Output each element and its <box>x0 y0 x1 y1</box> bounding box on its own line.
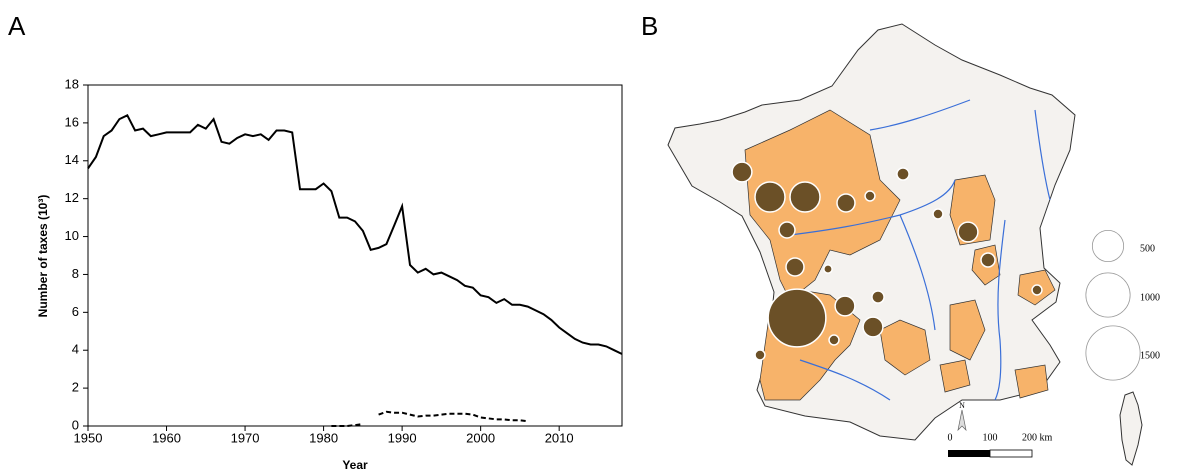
x-tick-label: 1960 <box>152 430 181 445</box>
bubble <box>896 167 910 181</box>
bubble <box>1031 284 1043 296</box>
bubble <box>828 334 840 346</box>
scale-bar <box>989 449 1033 458</box>
bubble <box>862 316 884 338</box>
river <box>994 219 1006 401</box>
river <box>799 359 891 401</box>
y-tick-label: 4 <box>72 342 79 357</box>
scale-label: 200 km <box>1022 432 1053 443</box>
plot-frame <box>87 84 623 427</box>
bubble <box>834 295 856 317</box>
bubble <box>767 288 827 348</box>
river <box>869 99 971 131</box>
panel-label: B <box>641 11 658 41</box>
bubble <box>754 349 766 361</box>
bubble <box>785 257 805 277</box>
line-series <box>87 113 623 355</box>
y-tick-label: 16 <box>65 114 79 129</box>
y-tick-label: 10 <box>65 228 79 243</box>
y-tick-label: 0 <box>72 417 79 432</box>
bubble <box>932 208 944 220</box>
scale-label: 100 <box>983 432 998 443</box>
region <box>949 299 986 361</box>
size-legend-circle <box>1085 325 1141 381</box>
bubble <box>980 252 996 268</box>
x-tick-label: 1990 <box>388 430 417 445</box>
y-tick-label: 12 <box>65 190 79 205</box>
river <box>899 214 936 331</box>
x-tick-label: 1970 <box>231 430 260 445</box>
region <box>879 319 931 376</box>
bubble <box>871 290 885 304</box>
bubble <box>864 190 876 202</box>
line-series <box>331 410 528 427</box>
scale-bar <box>948 450 990 457</box>
size-legend-label: 1500 <box>1140 350 1160 361</box>
y-axis-label: Number of taxes (10³) <box>36 195 50 318</box>
corsica <box>1119 391 1143 466</box>
x-tick-label: 1950 <box>74 430 103 445</box>
x-tick-label: 2010 <box>545 430 574 445</box>
map: N 0 100 200 km 500 1000 1500 <box>667 23 1160 466</box>
region <box>1014 364 1049 399</box>
scale-label: 0 <box>948 432 953 443</box>
bubble <box>778 221 796 239</box>
y-tick-label: 18 <box>65 76 79 91</box>
north-label: N <box>959 401 965 410</box>
region <box>744 109 901 301</box>
rivers <box>789 99 1051 401</box>
y-tick-label: 2 <box>72 380 79 395</box>
bubble <box>836 193 856 213</box>
river <box>1034 109 1051 201</box>
north-arrow <box>957 409 967 432</box>
bubble <box>957 221 979 243</box>
size-legend-label: 500 <box>1140 243 1155 254</box>
panel-label: A <box>8 11 26 41</box>
size-legend-circle <box>1085 272 1131 318</box>
bubble <box>754 181 786 213</box>
river <box>789 179 956 236</box>
bubble <box>731 161 753 183</box>
x-axis-label: Year <box>342 458 368 472</box>
size-legend-label: 1000 <box>1140 292 1160 303</box>
x-tick-label: 2000 <box>466 430 495 445</box>
y-tick-label: 14 <box>65 152 79 167</box>
y-tick-label: 6 <box>72 304 79 319</box>
region <box>939 359 971 393</box>
bubble <box>823 264 833 274</box>
y-tick-label: 8 <box>72 266 79 281</box>
bubble <box>789 181 821 213</box>
x-tick-label: 1980 <box>309 430 338 445</box>
size-legend-circle <box>1091 229 1125 263</box>
